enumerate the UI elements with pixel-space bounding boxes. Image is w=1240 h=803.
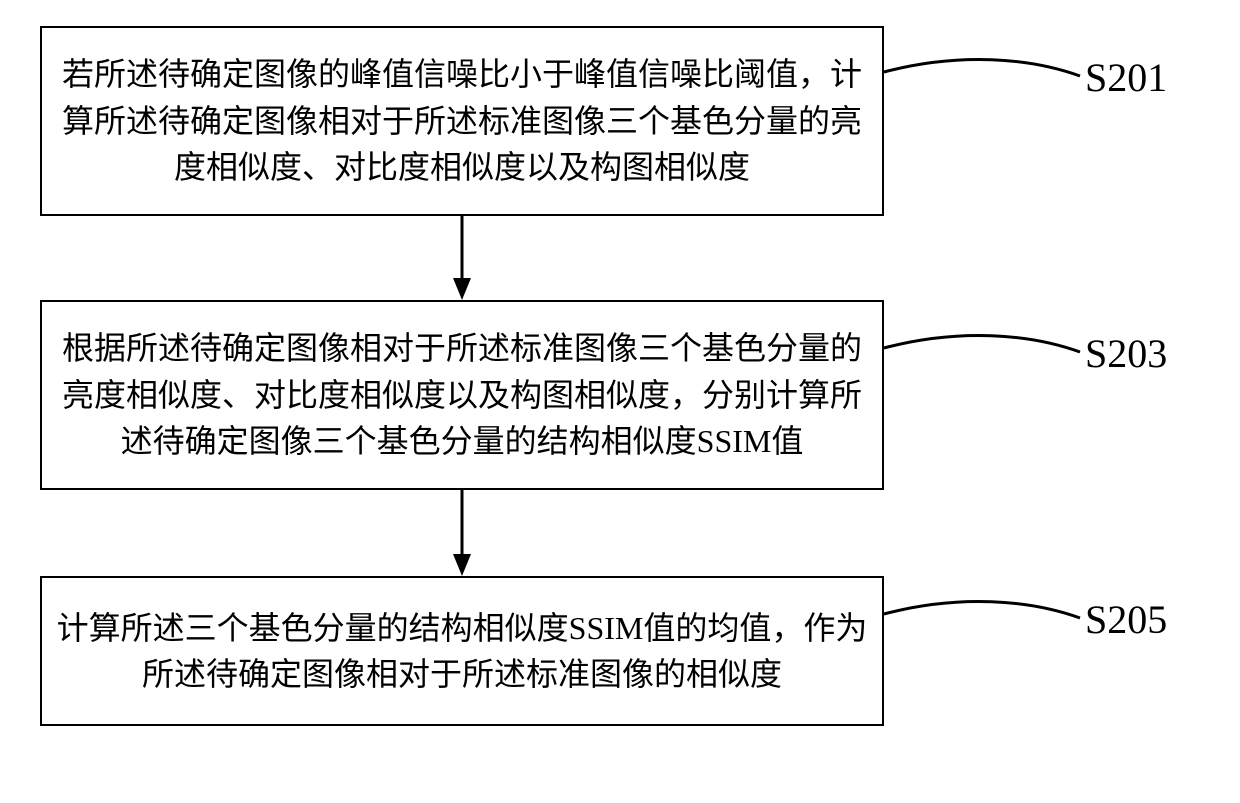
flow-node-2: 根据所述待确定图像相对于所述标准图像三个基色分量的亮度相似度、对比度相似度以及构… [40, 300, 884, 490]
step-label-s205: S205 [1085, 596, 1167, 643]
flow-node-3: 计算所述三个基色分量的结构相似度SSIM值的均值，作为所述待确定图像相对于所述标… [40, 576, 884, 726]
step-label-s205-text: S205 [1085, 597, 1167, 642]
flow-node-2-text: 根据所述待确定图像相对于所述标准图像三个基色分量的亮度相似度、对比度相似度以及构… [52, 325, 872, 464]
flow-node-3-text: 计算所述三个基色分量的结构相似度SSIM值的均值，作为所述待确定图像相对于所述标… [52, 605, 872, 698]
flow-node-1-text: 若所述待确定图像的峰值信噪比小于峰值信噪比阈值，计算所述待确定图像相对于所述标准… [52, 51, 872, 190]
step-label-s203: S203 [1085, 330, 1167, 377]
step-label-s201-text: S201 [1085, 55, 1167, 100]
arrow-n2-n3 [453, 490, 471, 576]
connector-s203 [884, 336, 1080, 352]
step-label-s201: S201 [1085, 54, 1167, 101]
step-label-s203-text: S203 [1085, 331, 1167, 376]
flow-node-1: 若所述待确定图像的峰值信噪比小于峰值信噪比阈值，计算所述待确定图像相对于所述标准… [40, 26, 884, 216]
connector-s205 [884, 602, 1080, 618]
flowchart-canvas: 若所述待确定图像的峰值信噪比小于峰值信噪比阈值，计算所述待确定图像相对于所述标准… [0, 0, 1240, 803]
connector-s201 [884, 60, 1080, 76]
arrow-n1-n2 [453, 216, 471, 300]
